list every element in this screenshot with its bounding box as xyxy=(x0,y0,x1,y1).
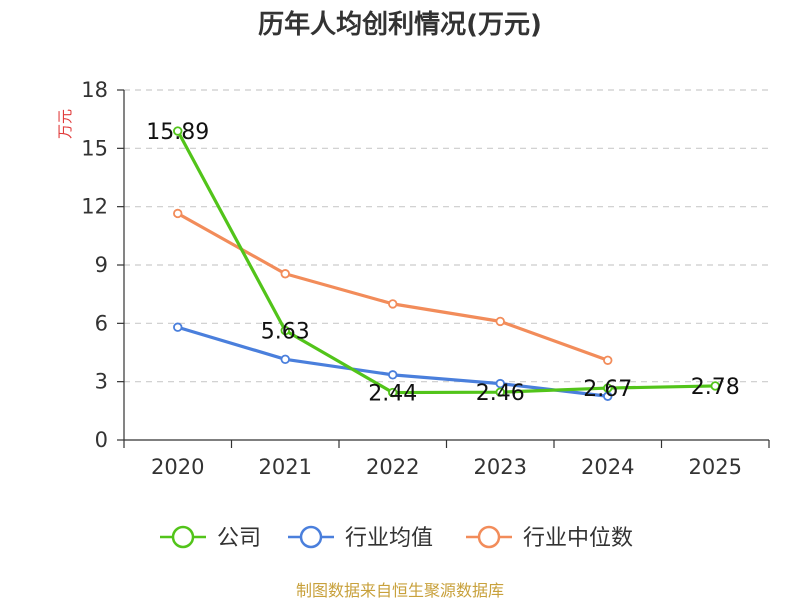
data-point xyxy=(495,387,505,397)
data-point xyxy=(710,381,720,391)
data-point xyxy=(280,354,290,365)
data-labels: 15.89 5.63 2.44 2.46 2.67 2.78 xyxy=(146,120,739,407)
legend-label: 行业中位数 xyxy=(523,526,633,551)
y-axis-label: 万元 xyxy=(56,109,74,139)
legend-label: 行业均值 xyxy=(345,526,433,551)
data-point xyxy=(173,208,183,219)
x-tick-label-2024: 2024 xyxy=(581,455,634,479)
x-tick-label-2020: 2020 xyxy=(151,455,204,479)
data-point xyxy=(280,325,290,336)
y-tick-label-0: 0 xyxy=(95,428,108,452)
legend-swatch-marker xyxy=(171,525,195,549)
data-point xyxy=(388,387,398,398)
x-tick-label-2022: 2022 xyxy=(366,455,419,479)
chart-title: 历年人均创利情况(万元) xyxy=(258,9,542,40)
legend-label: 公司 xyxy=(217,526,261,551)
data-point xyxy=(603,383,613,393)
data-label: 2.67 xyxy=(583,377,632,402)
data-point xyxy=(173,322,183,332)
axes: 0 3 6 9 12 15 18 2020 2021 2022 2023 2024 2025 xyxy=(81,78,770,479)
legend-swatch-marker xyxy=(477,525,501,549)
data-label: 2.78 xyxy=(691,375,740,400)
data-label: 2.44 xyxy=(368,382,417,407)
y-tick-label-18: 18 xyxy=(81,78,108,102)
data-point xyxy=(495,378,505,389)
series-line-2 xyxy=(176,211,610,362)
x-tick-label-2023: 2023 xyxy=(474,455,527,479)
data-label: 2.46 xyxy=(476,381,525,406)
source-note: 制图数据来自恒生聚源数据库 xyxy=(296,581,504,600)
data-point xyxy=(495,316,505,327)
data-point xyxy=(388,299,398,309)
x-tick-label-2021: 2021 xyxy=(259,455,312,479)
y-tick-label-15: 15 xyxy=(81,136,108,160)
grid xyxy=(124,89,769,383)
y-tick-label-3: 3 xyxy=(95,370,108,394)
data-label: 15.89 xyxy=(146,120,209,145)
data-point xyxy=(388,370,398,380)
data-point xyxy=(173,126,183,136)
data-label: 5.63 xyxy=(261,320,310,345)
data-point xyxy=(603,355,613,365)
data-point xyxy=(280,269,290,279)
series-line-0 xyxy=(176,129,717,395)
legend: 公司 行业均值 行业中位数 xyxy=(160,525,633,551)
y-tick-label-12: 12 xyxy=(81,195,108,219)
series xyxy=(173,126,720,401)
legend-swatch-marker xyxy=(299,525,323,549)
y-tick-label-6: 6 xyxy=(95,311,108,335)
x-tick-label-2025: 2025 xyxy=(689,455,742,479)
y-tick-label-9: 9 xyxy=(95,253,108,277)
